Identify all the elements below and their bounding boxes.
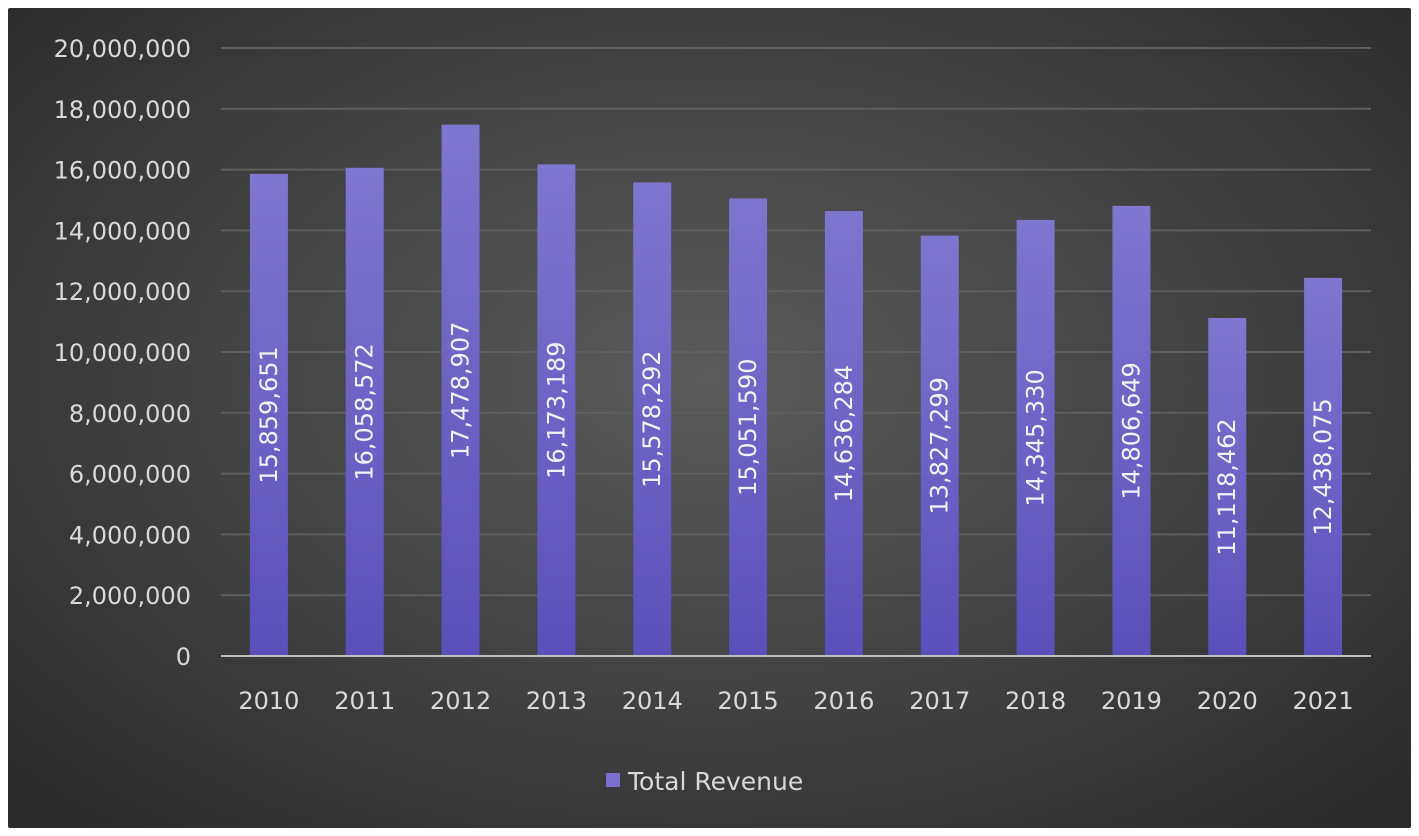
y-tick-label: 12,000,000 xyxy=(54,278,191,306)
data-label-2017: 13,827,299 xyxy=(926,377,954,514)
y-tick-label: 18,000,000 xyxy=(54,96,191,124)
data-label-2019: 14,806,649 xyxy=(1117,362,1145,499)
bar-2011 xyxy=(345,167,384,657)
data-label-2010: 15,859,651 xyxy=(255,346,283,483)
data-label-2015: 15,051,590 xyxy=(734,359,762,496)
data-label-2018: 14,345,330 xyxy=(1022,369,1050,506)
y-tick-label: 20,000,000 xyxy=(54,35,191,63)
legend: Total Revenue xyxy=(606,767,803,796)
legend-swatch-total-revenue xyxy=(606,773,620,787)
bar-2019 xyxy=(1112,205,1151,656)
y-tick-label: 14,000,000 xyxy=(54,217,191,245)
bar-2013 xyxy=(537,164,576,656)
x-tick-label-2011: 2011 xyxy=(334,687,395,715)
chart-area: 0 2,000,000 4,000,000 6,000,000 8,000,000 10,… xyxy=(8,8,1411,828)
x-axis-tick-labels: 2010 2011 2012 2013 2014 2015 2016 2017 2018 2019… xyxy=(238,687,1353,715)
data-label-2021: 12,438,075 xyxy=(1309,398,1337,535)
data-label-2016: 14,636,284 xyxy=(830,365,858,502)
legend-label-total-revenue: Total Revenue xyxy=(627,767,803,796)
x-tick-label-2020: 2020 xyxy=(1197,687,1258,715)
bar-2016 xyxy=(824,211,863,657)
x-tick-label-2015: 2015 xyxy=(718,687,779,715)
data-label-2013: 16,173,189 xyxy=(542,341,570,478)
x-tick-label-2012: 2012 xyxy=(430,687,491,715)
bar-2014 xyxy=(633,182,672,656)
y-tick-label: 10,000,000 xyxy=(54,339,191,367)
bar-2010 xyxy=(249,173,288,656)
bars: 15,859,651 16,058,572 17,478,907 16,173,189… xyxy=(249,124,1343,657)
bar-2021 xyxy=(1304,277,1343,656)
x-tick-label-2019: 2019 xyxy=(1101,687,1162,715)
y-tick-label: 4,000,000 xyxy=(69,521,191,549)
x-tick-label-2014: 2014 xyxy=(622,687,683,715)
bar-2017 xyxy=(920,235,959,656)
x-tick-label-2017: 2017 xyxy=(909,687,970,715)
y-tick-label: 2,000,000 xyxy=(69,582,191,610)
data-label-2014: 15,578,292 xyxy=(638,350,666,487)
y-axis-tick-labels: 0 2,000,000 4,000,000 6,000,000 8,000,000 10,… xyxy=(54,35,191,671)
y-tick-label: 0 xyxy=(176,643,191,671)
data-label-2011: 16,058,572 xyxy=(351,343,379,480)
bar-2015 xyxy=(729,198,768,656)
y-tick-label: 6,000,000 xyxy=(69,461,191,489)
y-tick-label: 8,000,000 xyxy=(69,400,191,428)
y-tick-label: 16,000,000 xyxy=(54,157,191,185)
bar-chart: 0 2,000,000 4,000,000 6,000,000 8,000,000 10,… xyxy=(54,35,1371,796)
bar-2018 xyxy=(1016,219,1055,656)
x-tick-label-2016: 2016 xyxy=(813,687,874,715)
x-tick-label-2013: 2013 xyxy=(526,687,587,715)
data-label-2012: 17,478,907 xyxy=(447,322,475,459)
x-tick-label-2010: 2010 xyxy=(238,687,299,715)
x-tick-label-2018: 2018 xyxy=(1005,687,1066,715)
bar-2012 xyxy=(441,124,480,656)
bar-2020 xyxy=(1208,317,1247,656)
x-tick-label-2021: 2021 xyxy=(1293,687,1354,715)
data-label-2020: 11,118,462 xyxy=(1213,418,1241,555)
gridlines xyxy=(221,47,1371,597)
